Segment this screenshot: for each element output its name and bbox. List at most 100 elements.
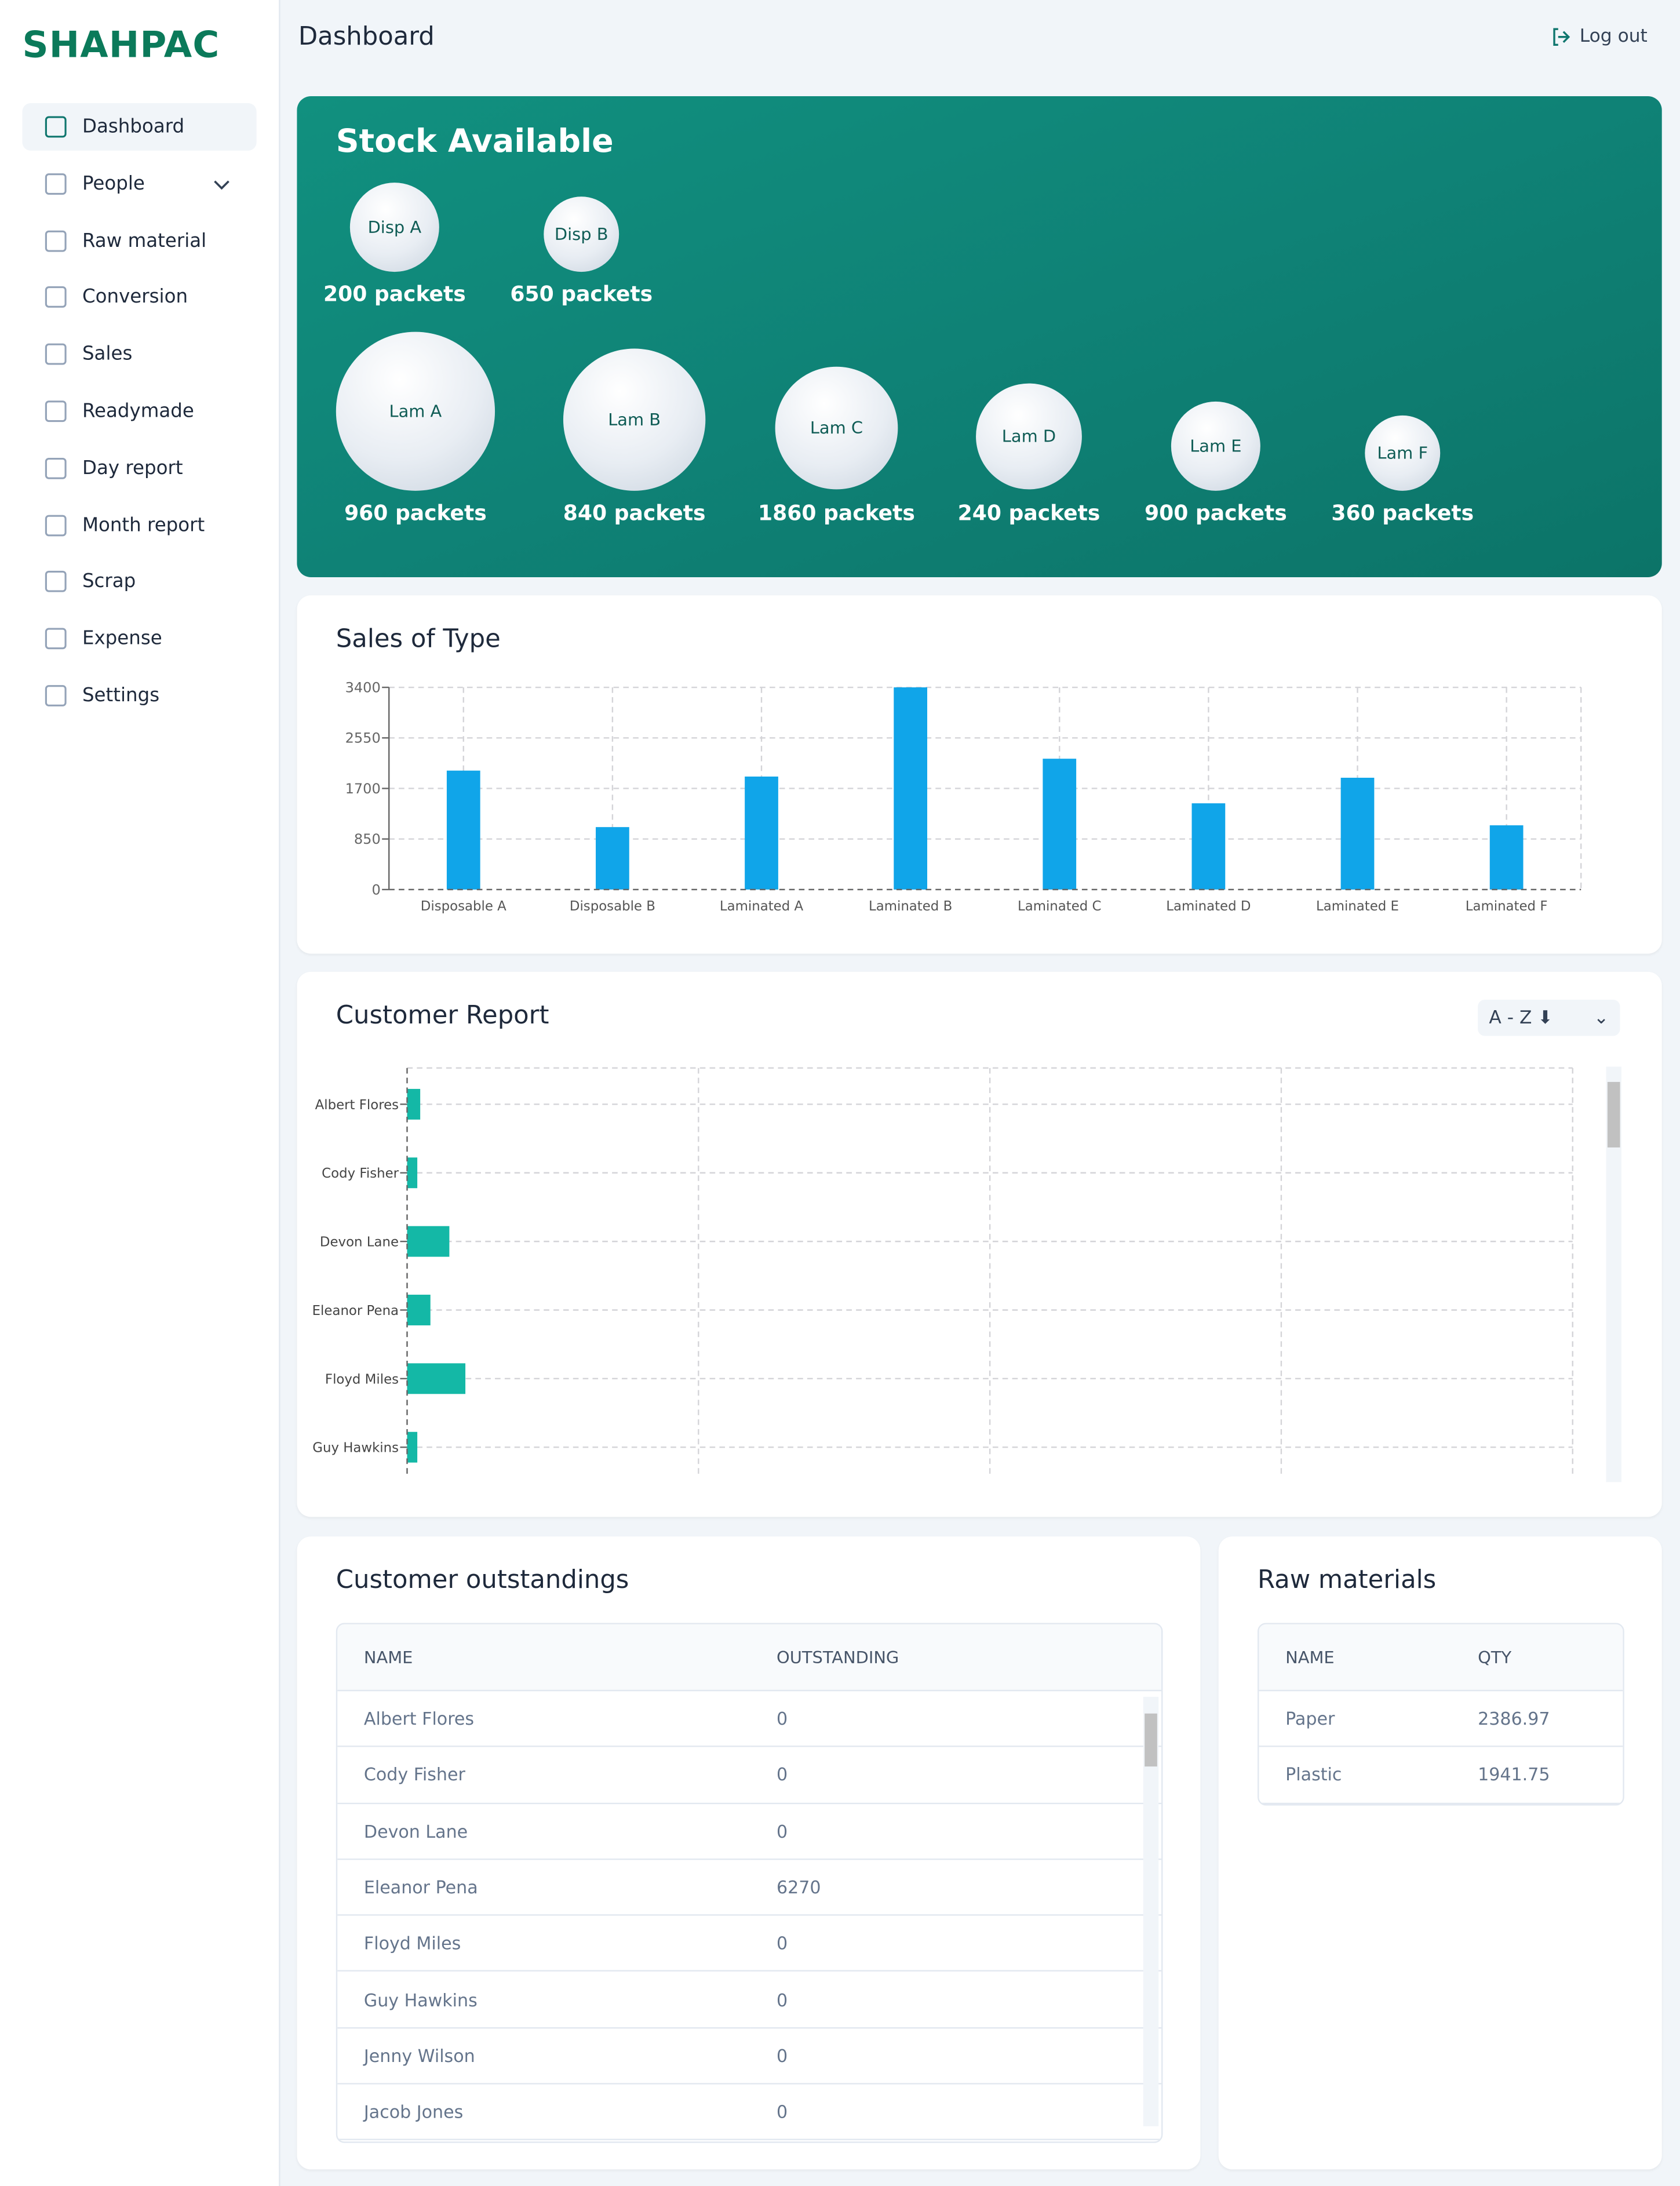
outstandings-card: Customer outstandings NAME OUTSTANDING Alb… (297, 1536, 1201, 2170)
nav-item[interactable]: Day report (22, 445, 256, 492)
table-title: Customer outstandings (336, 1565, 629, 1595)
nav-item[interactable]: Readymade (22, 388, 256, 435)
icon-shape (45, 229, 67, 252)
stock-amount: 650 packets (510, 281, 653, 307)
raw-materials-card: Raw materials NAME QTY Paper 2386.97 Plastic… (1218, 1536, 1662, 2170)
table-cell: 2386.97 (1451, 1690, 1623, 1748)
scrollbar[interactable] (1143, 1696, 1159, 2126)
x-tick-label: Disposable A (421, 899, 506, 914)
nav-item[interactable]: Raw material (22, 217, 256, 264)
outstandings-table: NAME OUTSTANDING Albert Flores 0 Cody Fisher… (337, 1624, 1162, 2141)
bar (1340, 778, 1375, 890)
logout-label: Log out (1579, 26, 1648, 48)
table-cell: Paper (1259, 1690, 1452, 1748)
column-header: OUTSTANDING (750, 1624, 1162, 1692)
nav-item[interactable]: Month report (22, 501, 256, 549)
icon-shape (45, 173, 67, 195)
stock-bubble: Lam F (1365, 415, 1441, 491)
customer-chart: Albert Flores Cody Fisher Devon Lane Eleano… (312, 1066, 1621, 1482)
nav-item[interactable]: Scrap (22, 558, 256, 606)
sales-chart: 0 850 1700 2550 3400 Disposable A Disposable B… (345, 679, 1582, 914)
y-tick-label: 3400 (345, 679, 381, 695)
table-cell: 0 (750, 1971, 1162, 2028)
y-tick-label: Devon Lane (320, 1235, 399, 1250)
chart-title: Customer Report (336, 1001, 549, 1030)
brand: SHAHPAC (22, 25, 220, 67)
nav-item[interactable]: Conversion (22, 274, 256, 321)
y-tick-label: 2550 (345, 730, 381, 746)
chart-title: Sales of Type (336, 624, 501, 654)
bar (1191, 803, 1226, 890)
scroll-thumb[interactable] (1145, 1713, 1157, 1767)
nav-label: Settings (82, 684, 160, 707)
bar (407, 1431, 418, 1463)
bar (407, 1226, 450, 1257)
sales-card: Sales of Type 0 850 1700 2550 3400 Disposable… (297, 595, 1662, 954)
icon-shape (45, 116, 67, 138)
nav-label: Sales (82, 343, 133, 366)
table-cell: 6270 (750, 1859, 1162, 1917)
nav-icon (45, 514, 67, 536)
icon-shape (45, 344, 67, 365)
bar (446, 770, 480, 890)
column-header: NAME (337, 1624, 750, 1692)
bar (407, 1088, 421, 1120)
header-row: NAME QTY (1259, 1624, 1623, 1692)
table-cell: Albert Flores (337, 1690, 750, 1748)
table-row: Devon Lane 0 (337, 1802, 1162, 1860)
table-cell: Floyd Miles (337, 1915, 750, 1972)
x-tick-label: Laminated E (1316, 899, 1399, 914)
y-tick-label: 1700 (345, 781, 381, 797)
column-header: QTY (1451, 1624, 1623, 1692)
icon-shape (45, 571, 67, 593)
table-cell: Cody Fisher (337, 1746, 750, 1804)
customer-report-card: Customer Report A - Z ⬇ ⌄ Albert Flores Co… (297, 971, 1662, 1517)
stock-amount: 900 packets (1144, 500, 1287, 526)
y-tick-label: Cody Fisher (322, 1166, 399, 1181)
stock-amount: 240 packets (957, 500, 1100, 526)
nav-icon (45, 173, 67, 195)
icon-shape (45, 514, 67, 536)
table-row: Eleanor Pena 6270 (337, 1859, 1162, 1917)
table-cell: 0 (750, 2027, 1162, 2085)
nav-item[interactable]: Sales (22, 331, 256, 378)
nav-icon (45, 400, 67, 422)
table-row: Floyd Miles 0 (337, 1915, 1162, 1972)
stock-card: Stock Available Disp A 200 packets Disp B 6… (297, 96, 1662, 578)
bar (1043, 759, 1077, 890)
bar (407, 1363, 466, 1394)
table-row: Paper 2386.97 (1259, 1690, 1623, 1748)
nav-icon (45, 457, 67, 479)
nav-icon (45, 344, 67, 365)
icon-shape (45, 400, 67, 422)
table-cell: Devon Lane (337, 1802, 750, 1860)
table-row: Jacob Jones 0 (337, 2083, 1162, 2141)
sort-label: A - Z ⬇ (1489, 1007, 1553, 1029)
nav-item[interactable]: Settings (22, 672, 256, 720)
logout-button[interactable]: Log out (1550, 27, 1648, 48)
stock-amount: 200 packets (323, 281, 466, 307)
icon-shape (45, 628, 67, 650)
stock-bubble: Lam E (1171, 401, 1260, 491)
nav-item[interactable]: Expense (22, 615, 256, 662)
stock-amount: 1860 packets (758, 500, 915, 526)
table-cell: Jacob Jones (337, 2083, 750, 2141)
x-tick-label: Laminated D (1166, 899, 1251, 914)
nav-item[interactable]: Dashboard (22, 103, 257, 151)
table-row: Guy Hawkins 0 (337, 1971, 1162, 2028)
nav-label: Scrap (82, 570, 136, 593)
bar (745, 776, 778, 890)
stock-bubble: Lam D (976, 383, 1082, 490)
bar (407, 1157, 418, 1189)
nav-icon (45, 571, 67, 593)
nav-icon (45, 286, 67, 308)
table-row: Plastic 1941.75 (1259, 1746, 1623, 1804)
scroll-thumb[interactable] (1607, 1081, 1620, 1147)
nav-item[interactable]: People (22, 160, 256, 207)
raw-materials-table-box: NAME QTY Paper 2386.97 Plastic 1941.75 (1258, 1623, 1624, 1805)
nav-label: Readymade (82, 400, 194, 422)
bar (596, 827, 629, 890)
stock-bubble: Lam C (775, 366, 898, 490)
sort-select[interactable]: A - Z ⬇ ⌄ (1478, 999, 1620, 1036)
